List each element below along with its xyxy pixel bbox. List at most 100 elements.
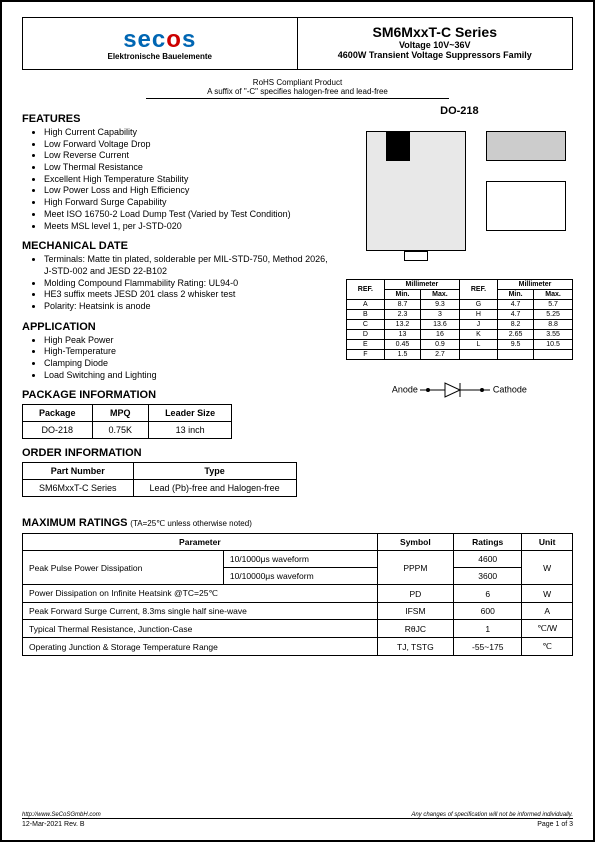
table-cell <box>498 350 534 360</box>
table-cell: W <box>522 585 573 603</box>
table-cell: W <box>522 551 573 585</box>
table-cell: 0.45 <box>384 340 420 350</box>
table-header: Unit <box>522 534 573 551</box>
table-cell: J <box>459 320 497 330</box>
table-cell: ℃/W <box>522 620 573 638</box>
table-cell: A <box>522 603 573 620</box>
list-item: Meets MSL level 1, per J-STD-020 <box>44 221 336 233</box>
left-column: FEATURES High Current Capability Low For… <box>22 105 336 505</box>
title-cell: SM6MxxT-C Series Voltage 10V~36V 4600W T… <box>298 18 573 69</box>
package-top-icon <box>486 181 566 231</box>
package-info-heading: PACKAGE INFORMATION <box>22 389 336 401</box>
voltage-range: Voltage 10V~36V <box>304 40 567 50</box>
table-header: Millimeter <box>384 280 459 290</box>
table-cell: DO-218 <box>23 422 93 439</box>
table-cell: G <box>459 300 497 310</box>
mechanical-heading: MECHANICAL DATE <box>22 240 336 252</box>
table-cell: TJ, TSTG <box>377 638 453 656</box>
right-column: DO-218 REF. Millimeter REF. Millimeter M… <box>346 105 573 505</box>
mechanical-list: Terminals: Matte tin plated, solderable … <box>44 254 336 312</box>
table-cell: 2.7 <box>421 350 460 360</box>
list-item: Meet ISO 16750-2 Load Dump Test (Varied … <box>44 209 336 221</box>
table-cell: 8.8 <box>534 320 573 330</box>
table-cell: 2.3 <box>384 310 420 320</box>
table-header: REF. <box>346 280 384 300</box>
family-name: 4600W Transient Voltage Suppressors Fami… <box>304 50 567 60</box>
datasheet-page: secos Elektronische Bauelemente SM6MxxT-… <box>0 0 595 842</box>
table-cell: 8.2 <box>498 320 534 330</box>
list-item: Low Thermal Resistance <box>44 162 336 174</box>
table-cell: 0.75K <box>92 422 149 439</box>
table-cell: SM6MxxT-C Series <box>23 480 134 497</box>
table-cell: 4.7 <box>498 310 534 320</box>
rohs-text: RoHS Compliant Product <box>146 78 449 87</box>
features-heading: FEATURES <box>22 113 336 125</box>
table-cell: L <box>459 340 497 350</box>
order-info-table: Part Number Type SM6MxxT-C Series Lead (… <box>22 462 297 497</box>
table-cell: B <box>346 310 384 320</box>
max-ratings-heading: MAXIMUM RATINGS <box>22 517 128 529</box>
table-cell: Typical Thermal Resistance, Junction-Cas… <box>23 620 378 638</box>
table-header: Max. <box>534 290 573 300</box>
table-header: Leader Size <box>149 405 232 422</box>
max-ratings-note: (TA=25℃ unless otherwise noted) <box>130 519 252 528</box>
table-cell: A <box>346 300 384 310</box>
table-cell: 13.2 <box>384 320 420 330</box>
table-cell: 3.55 <box>534 330 573 340</box>
table-cell: 600 <box>454 603 522 620</box>
table-header: Parameter <box>23 534 378 551</box>
list-item: High Peak Power <box>44 335 336 347</box>
anode-label: Anode <box>392 384 418 394</box>
table-cell: 16 <box>421 330 460 340</box>
suffix-text: A suffix of "-C" specifies halogen-free … <box>146 87 449 96</box>
logo-cell: secos Elektronische Bauelemente <box>23 18 298 69</box>
list-item: Load Switching and Lighting <box>44 370 336 382</box>
table-header: Min. <box>384 290 420 300</box>
max-ratings-table: Parameter Symbol Ratings Unit Peak Pulse… <box>22 533 573 656</box>
cathode-label: Cathode <box>493 384 527 394</box>
package-body-icon <box>366 131 466 251</box>
table-header: Ratings <box>454 534 522 551</box>
table-header: Max. <box>421 290 460 300</box>
table-cell: D <box>346 330 384 340</box>
package-info-table: Package MPQ Leader Size DO-218 0.75K 13 … <box>22 404 232 439</box>
application-heading: APPLICATION <box>22 321 336 333</box>
table-cell: -55~175 <box>454 638 522 656</box>
table-header: Package <box>23 405 93 422</box>
table-cell: C <box>346 320 384 330</box>
list-item: Low Forward Voltage Drop <box>44 139 336 151</box>
list-item: HE3 suffix meets JESD 201 class 2 whiske… <box>44 289 336 301</box>
table-cell: 3600 <box>454 568 522 585</box>
diode-symbol: Anode Cathode <box>346 380 573 400</box>
features-list: High Current Capability Low Forward Volt… <box>44 127 336 232</box>
table-cell: Peak Pulse Power Dissipation <box>23 551 224 585</box>
table-header: Type <box>133 463 296 480</box>
table-cell: 13.6 <box>421 320 460 330</box>
table-cell: ℃ <box>522 638 573 656</box>
max-ratings-section: MAXIMUM RATINGS (TA=25℃ unless otherwise… <box>22 517 573 656</box>
table-cell <box>459 350 497 360</box>
dimension-table: REF. Millimeter REF. Millimeter Min. Max… <box>346 279 573 360</box>
table-cell: K <box>459 330 497 340</box>
table-cell: 13 <box>384 330 420 340</box>
package-tab-icon <box>404 251 428 261</box>
table-cell: Operating Junction & Storage Temperature… <box>23 638 378 656</box>
footer-page: Page 1 of 3 <box>537 821 573 828</box>
diode-icon <box>420 380 490 400</box>
order-info-heading: ORDER INFORMATION <box>22 447 336 459</box>
table-header: REF. <box>459 280 497 300</box>
table-cell: RθJC <box>377 620 453 638</box>
table-cell: 1 <box>454 620 522 638</box>
application-list: High Peak Power High-Temperature Clampin… <box>44 335 336 382</box>
package-hole-icon <box>386 131 410 161</box>
table-cell: 4.7 <box>498 300 534 310</box>
table-cell: 5.25 <box>534 310 573 320</box>
list-item: Terminals: Matte tin plated, solderable … <box>44 254 336 277</box>
logo: secos <box>31 26 289 54</box>
list-item: High Current Capability <box>44 127 336 139</box>
table-header: MPQ <box>92 405 149 422</box>
table-cell: E <box>346 340 384 350</box>
table-cell: PPPM <box>377 551 453 585</box>
table-header: Min. <box>498 290 534 300</box>
series-title: SM6MxxT-C Series <box>304 24 567 40</box>
